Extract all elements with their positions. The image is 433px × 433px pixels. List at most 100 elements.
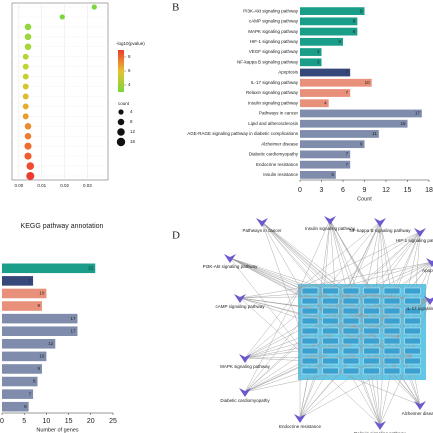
legend-label: 8 (130, 119, 133, 124)
gene-node (301, 367, 319, 375)
edge (229, 257, 338, 312)
legend-tick: 8 (128, 54, 131, 59)
value-label: 15 (400, 121, 406, 126)
dot (91, 4, 97, 10)
node-label: PI3K-Akt signaling pathway (203, 264, 259, 269)
gene-node (383, 297, 401, 305)
edge (410, 356, 421, 406)
bar (2, 288, 47, 299)
gene-node (322, 297, 339, 305)
y-tick-label: MAPK signaling pathway (248, 29, 299, 34)
value-label: 7 (346, 70, 349, 75)
gene-node (342, 297, 360, 305)
value-label: 6 (24, 404, 27, 409)
gene-node (363, 317, 380, 325)
bar (2, 351, 47, 362)
bar (2, 263, 96, 274)
x-tick-label: 0.00 (14, 183, 23, 188)
edge (239, 297, 312, 362)
x-tick-label: 20 (87, 418, 95, 425)
y-tick-label: cAMP signaling pathway (249, 19, 299, 24)
edge (310, 219, 331, 362)
gene-node (342, 347, 360, 355)
node-label: NF-kappa B signaling pathway (349, 228, 411, 233)
gene-node (363, 367, 380, 375)
gene-node (342, 337, 360, 345)
pathway-node (294, 414, 306, 423)
edge (261, 221, 338, 312)
y-tick-label: VEGF signaling pathway (249, 49, 299, 54)
edge (244, 310, 338, 359)
gene-node (301, 347, 319, 355)
gene-node (383, 327, 401, 335)
y-tick-label: IL-17 signaling pathway (251, 80, 299, 85)
gene-node (363, 287, 380, 295)
gene-node (404, 297, 421, 305)
dot (22, 73, 29, 80)
edge (379, 318, 386, 426)
legend-dot (118, 109, 124, 115)
gene-node (383, 307, 401, 315)
gene-node (342, 357, 360, 365)
gene-node (363, 307, 380, 315)
value-label: 9 (360, 8, 363, 13)
bar (2, 389, 34, 399)
x-tick-label: 15 (65, 418, 73, 425)
edge (299, 295, 349, 419)
legend-tick: 4 (128, 82, 131, 87)
gene-node (383, 317, 401, 325)
gene-node (301, 297, 319, 305)
edge (299, 219, 331, 289)
gene-node (322, 327, 339, 335)
y-tick-label: Lipid and atherosclerosis (248, 121, 299, 126)
bar (300, 150, 351, 159)
x-axis-label: Count (357, 196, 372, 202)
bar (300, 68, 351, 77)
node-label: Apoptosis (422, 268, 433, 273)
bar (300, 130, 379, 138)
value-label: 3 (317, 59, 320, 64)
y-tick-label: Pathways in cancer (259, 111, 299, 116)
bar (300, 99, 329, 108)
gene-node (322, 307, 339, 315)
gene-node (342, 307, 360, 315)
dot (22, 63, 29, 70)
value-label: 9 (360, 141, 363, 146)
edge (373, 221, 381, 335)
dot (24, 132, 32, 140)
value-label: 7 (29, 278, 32, 283)
dot (26, 162, 35, 170)
edge (299, 337, 399, 419)
value-label: 5 (331, 172, 334, 177)
value-label: 10 (365, 80, 371, 85)
value-label: 3 (317, 49, 320, 54)
edge (244, 356, 412, 393)
x-tick-label: 15 (404, 187, 412, 194)
gene-node (322, 357, 339, 365)
value-label: 4 (324, 100, 327, 105)
edge (244, 287, 301, 359)
value-label: 9 (37, 303, 40, 308)
legend-tick: 6 (128, 68, 131, 73)
value-label: 12 (48, 341, 54, 346)
edge (299, 287, 421, 406)
gene-node (301, 337, 319, 345)
legend-dot (116, 137, 126, 147)
dot (24, 152, 32, 160)
gene-node (301, 327, 319, 335)
node-label: HIF-1 signaling pathway (396, 238, 433, 243)
bar (300, 78, 372, 87)
edge (323, 219, 331, 293)
pathway-node (424, 296, 433, 305)
x-tick-label: 5 (22, 418, 26, 425)
value-label: 8 (33, 379, 36, 384)
pathway-node (426, 258, 433, 267)
edge (329, 219, 349, 297)
y-tick-label: Relaxin signaling pathway (246, 90, 299, 95)
bar (2, 313, 78, 324)
gene-node (404, 347, 421, 355)
bar (300, 109, 422, 118)
gene-node (322, 287, 339, 295)
edge (299, 318, 386, 419)
pathway-node (239, 388, 251, 397)
